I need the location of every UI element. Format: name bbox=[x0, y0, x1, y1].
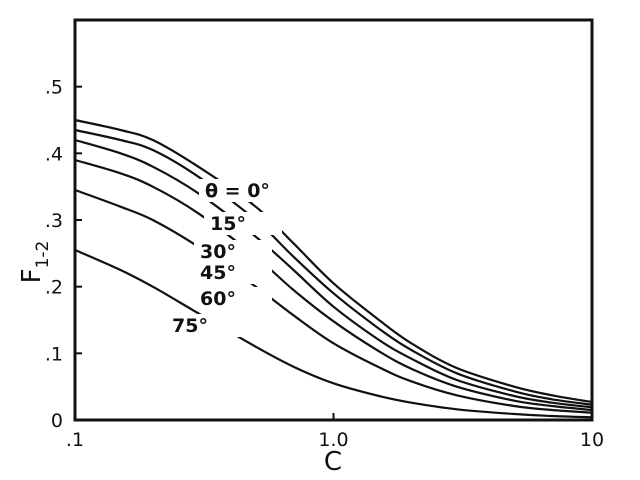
y-axis-title-main: F bbox=[17, 268, 47, 283]
curve-label: 75° bbox=[172, 315, 208, 337]
curve-label-backdrop bbox=[194, 287, 272, 310]
y-tick-label: .2 bbox=[45, 277, 63, 299]
curve-label-backdrop bbox=[194, 240, 272, 263]
curve-label-backdrop bbox=[166, 314, 244, 337]
curve-series-1 bbox=[74, 128, 593, 406]
curve-series-2 bbox=[74, 138, 593, 409]
y-tick-label: .1 bbox=[45, 343, 63, 365]
y-tick-label: .3 bbox=[45, 210, 63, 232]
curve-series-5 bbox=[74, 248, 593, 419]
y-axis-title: F1-2 bbox=[17, 241, 53, 284]
curves bbox=[74, 118, 593, 419]
curve-label: 60° bbox=[200, 288, 236, 310]
y-tick-label: 0 bbox=[51, 410, 63, 432]
curve-label-backdrop bbox=[194, 261, 272, 284]
y-axis-ticks: 0 .1 .2 .3 .4 .5 bbox=[45, 77, 82, 432]
curve-series-0 bbox=[74, 118, 593, 404]
x-axis-title: C bbox=[324, 447, 342, 477]
curve-series-3 bbox=[74, 158, 593, 412]
svg-text:F1-2: F1-2 bbox=[17, 241, 53, 284]
x-tick-label: 1.0 bbox=[318, 429, 348, 451]
y-tick-label: .5 bbox=[45, 77, 63, 99]
y-axis-title-sub: 1-2 bbox=[33, 241, 53, 269]
curve-label: 15° bbox=[210, 213, 246, 235]
curve-label: 30° bbox=[200, 241, 236, 263]
curve-series-4 bbox=[74, 188, 593, 414]
y-tick-label: .4 bbox=[45, 143, 63, 165]
curve-label: 45° bbox=[200, 262, 236, 284]
curve-label: θ = 0° bbox=[205, 180, 270, 202]
curve-labels: θ = 0° 15° 30°45° 60° 75° bbox=[166, 179, 282, 337]
curve-label-backdrop bbox=[199, 179, 277, 202]
x-axis-ticks: .1 1.0 10 bbox=[66, 413, 604, 451]
curve-label-backdrop bbox=[204, 212, 282, 235]
x-tick-label: .1 bbox=[66, 429, 84, 451]
x-tick-label: 10 bbox=[580, 429, 604, 451]
